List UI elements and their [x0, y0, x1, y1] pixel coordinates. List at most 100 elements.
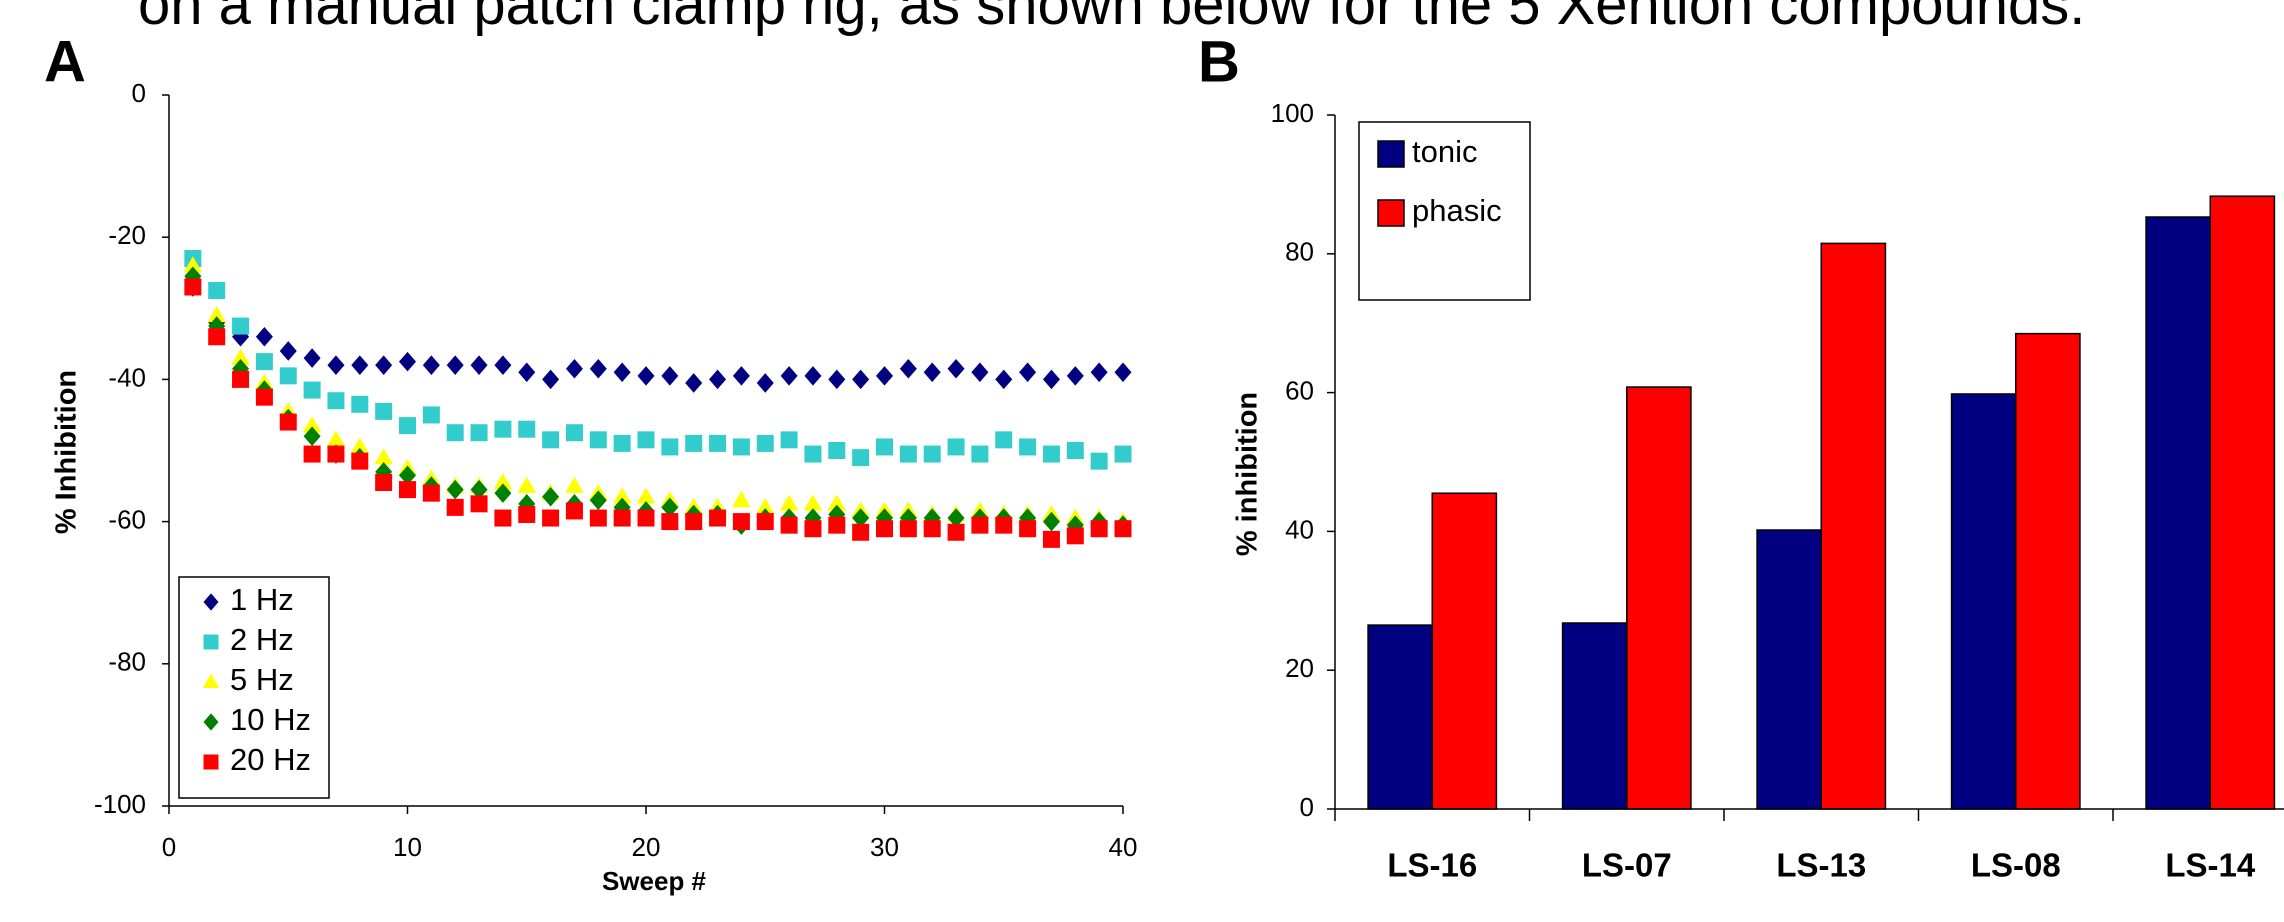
- data-point: [446, 355, 464, 375]
- y-tick-label: -60: [108, 504, 146, 534]
- data-point: [613, 362, 631, 383]
- data-point: [828, 516, 846, 534]
- y-tick-label: 60: [1285, 375, 1314, 405]
- data-point: [1042, 511, 1060, 532]
- data-point: [732, 438, 750, 456]
- data-point: [184, 278, 202, 296]
- bar: [1626, 386, 1692, 810]
- data-point: [255, 326, 273, 347]
- data-point: [899, 520, 917, 538]
- x-tick-label: 10: [393, 832, 422, 862]
- data-point: [852, 369, 870, 390]
- legend-label: tonic: [1412, 134, 1477, 169]
- data-point: [589, 358, 607, 379]
- legend-label: 5 Hz: [230, 662, 294, 697]
- data-point: [470, 495, 488, 513]
- data-point: [494, 483, 512, 503]
- data-point: [565, 502, 583, 520]
- data-point: [804, 366, 822, 386]
- caption: on a manual patch clamp rig, as shown be…: [138, 0, 2085, 37]
- data-point: [971, 445, 989, 463]
- data-point: [923, 362, 941, 383]
- bar: [2015, 332, 2081, 810]
- bar: [1561, 622, 1628, 810]
- data-point: [827, 494, 847, 511]
- x-tick-label: LS-07: [1582, 847, 1672, 884]
- bar: [1756, 529, 1822, 810]
- data-point: [232, 370, 250, 388]
- x-tick-label: 20: [632, 832, 661, 862]
- data-point: [542, 509, 560, 527]
- y-tick-label: -100: [94, 789, 146, 819]
- data-point: [636, 487, 656, 504]
- data-point: [637, 509, 655, 527]
- data-point: [1042, 530, 1060, 548]
- data-point: [589, 509, 607, 527]
- data-point: [518, 505, 536, 523]
- data-point: [351, 355, 369, 375]
- y-tick-label: 100: [1271, 98, 1314, 128]
- y-tick-label: 0: [1300, 792, 1314, 822]
- data-point: [852, 523, 870, 541]
- data-point: [470, 479, 488, 500]
- data-point: [612, 487, 632, 504]
- data-point: [780, 431, 798, 449]
- data-point: [971, 362, 989, 383]
- data-point: [494, 355, 512, 375]
- data-point: [876, 438, 893, 456]
- data-point: [852, 449, 870, 467]
- data-point: [399, 481, 416, 499]
- legend-label: 20 Hz: [230, 742, 311, 777]
- data-point: [756, 373, 774, 393]
- x-tick-label: LS-16: [1387, 847, 1477, 884]
- data-point: [1114, 445, 1132, 463]
- data-point: [923, 445, 941, 463]
- x-tick-label: 0: [162, 832, 176, 862]
- data-point: [709, 369, 727, 390]
- data-point: [755, 498, 775, 515]
- data-point: [279, 367, 297, 385]
- data-point: [589, 490, 607, 511]
- bar: [2145, 216, 2211, 810]
- data-point: [565, 476, 584, 493]
- data-point: [803, 494, 823, 511]
- data-point: [613, 509, 631, 527]
- data-point: [1066, 366, 1084, 386]
- data-point: [470, 424, 488, 442]
- data-point: [995, 369, 1013, 390]
- legend-label: 1 Hz: [230, 582, 294, 617]
- legend-marker: [203, 754, 219, 770]
- data-point: [399, 465, 416, 486]
- data-point: [231, 348, 250, 365]
- data-point: [351, 452, 369, 470]
- legend-marker: [203, 713, 219, 731]
- legend-label: phasic: [1412, 193, 1502, 228]
- legend-label: 2 Hz: [230, 622, 294, 657]
- data-point: [1114, 362, 1132, 383]
- data-point: [326, 430, 346, 447]
- legend-marker: [202, 673, 220, 688]
- x-tick-label: 30: [870, 832, 899, 862]
- data-point: [327, 392, 345, 410]
- data-point: [661, 366, 679, 386]
- data-point: [661, 513, 679, 531]
- data-point: [613, 434, 631, 452]
- data-point: [351, 395, 369, 413]
- data-point: [685, 373, 703, 393]
- data-point: [303, 426, 321, 447]
- y-tick-label: 0: [132, 78, 146, 108]
- data-point: [399, 417, 416, 435]
- data-point: [756, 434, 774, 452]
- data-point: [302, 416, 322, 433]
- data-point: [947, 438, 965, 456]
- x-axis-label: Sweep #: [602, 866, 707, 896]
- data-point: [899, 358, 917, 379]
- data-point: [183, 256, 203, 273]
- data-point: [1090, 362, 1108, 383]
- bar: [1431, 492, 1498, 810]
- data-point: [422, 406, 440, 424]
- data-point: [876, 520, 893, 538]
- data-point: [518, 420, 536, 438]
- x-tick-label: LS-13: [1776, 847, 1866, 884]
